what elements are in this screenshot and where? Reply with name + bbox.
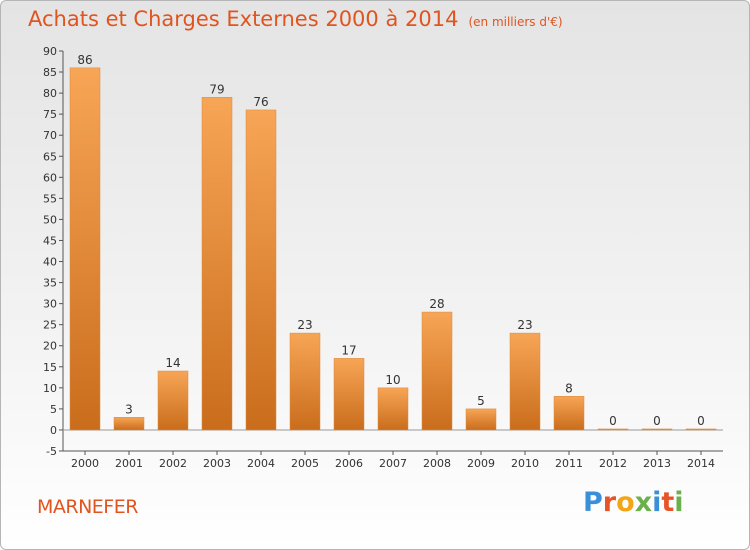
x-tick-label-2003: 2003 bbox=[203, 457, 231, 470]
y-tick-label: 0 bbox=[50, 424, 57, 437]
y-tick-label: 30 bbox=[43, 298, 57, 311]
bar-2011 bbox=[553, 396, 585, 431]
logo-letter: r bbox=[602, 487, 617, 518]
x-tick-label-2010: 2010 bbox=[511, 457, 539, 470]
bar-2007 bbox=[377, 387, 409, 431]
y-tick-label: 45 bbox=[43, 234, 57, 247]
y-tick-label: 60 bbox=[43, 171, 57, 184]
chart-unit-note: (en milliers d'€) bbox=[468, 15, 563, 29]
value-label-2014: 0 bbox=[697, 414, 705, 428]
logo-letter: P bbox=[583, 487, 603, 518]
x-tick-label-2000: 2000 bbox=[71, 457, 99, 470]
y-tick-label: 20 bbox=[43, 340, 57, 353]
x-tick-label-2007: 2007 bbox=[379, 457, 407, 470]
x-tick-label-2013: 2013 bbox=[643, 457, 671, 470]
bar-2000 bbox=[69, 67, 101, 431]
logo-letter: i bbox=[652, 487, 662, 518]
value-label-2010: 23 bbox=[517, 318, 532, 332]
bar-2010 bbox=[509, 332, 541, 431]
logo-letter: o bbox=[616, 487, 635, 518]
proxiti-logo: Proxiti bbox=[583, 487, 684, 518]
y-tick-label: 5 bbox=[50, 403, 57, 416]
y-tick-label: 40 bbox=[43, 256, 57, 269]
value-label-2003: 79 bbox=[209, 82, 224, 96]
bar-2005 bbox=[289, 332, 321, 431]
y-tick-label: 65 bbox=[43, 150, 57, 163]
bar-2009 bbox=[465, 408, 497, 431]
value-label-2002: 14 bbox=[165, 356, 180, 370]
y-tick-label: 10 bbox=[43, 382, 57, 395]
value-label-2006: 17 bbox=[341, 343, 356, 357]
y-tick-label: 35 bbox=[43, 277, 57, 290]
value-label-2000: 86 bbox=[77, 53, 92, 67]
value-label-2005: 23 bbox=[297, 318, 312, 332]
chart-title-text: Achats et Charges Externes 2000 à 2014 bbox=[28, 7, 459, 31]
bar-2008 bbox=[421, 311, 453, 431]
value-label-2004: 76 bbox=[253, 95, 268, 109]
x-tick-label-2009: 2009 bbox=[467, 457, 495, 470]
value-label-2008: 28 bbox=[429, 297, 444, 311]
value-label-2011: 8 bbox=[565, 381, 573, 395]
y-tick-label: 75 bbox=[43, 108, 57, 121]
x-tick-label-2008: 2008 bbox=[423, 457, 451, 470]
logo-letter: i bbox=[674, 487, 684, 518]
value-label-2012: 0 bbox=[609, 414, 617, 428]
logo-letter: t bbox=[661, 487, 675, 518]
y-tick-label: 25 bbox=[43, 319, 57, 332]
y-tick-label: 90 bbox=[43, 45, 57, 58]
y-tick-label: 85 bbox=[43, 66, 57, 79]
x-tick-label-2005: 2005 bbox=[291, 457, 319, 470]
bar-2004 bbox=[245, 109, 277, 431]
bar-2014 bbox=[685, 428, 717, 431]
bar-2012 bbox=[597, 428, 629, 431]
place-name: MARNEFER bbox=[37, 496, 138, 518]
x-tick-label-2006: 2006 bbox=[335, 457, 363, 470]
y-tick-label: 55 bbox=[43, 192, 57, 205]
logo-letter: x bbox=[634, 487, 653, 518]
x-tick-label-2011: 2011 bbox=[555, 457, 583, 470]
value-label-2007: 10 bbox=[385, 373, 400, 387]
x-tick-label-2002: 2002 bbox=[159, 457, 187, 470]
y-tick-label: -5 bbox=[46, 445, 57, 458]
bar-2002 bbox=[157, 370, 189, 431]
x-tick-label-2004: 2004 bbox=[247, 457, 275, 470]
chart-title: Achats et Charges Externes 2000 à 2014 (e… bbox=[28, 7, 563, 31]
value-label-2001: 3 bbox=[125, 402, 133, 416]
y-tick-label: 80 bbox=[43, 87, 57, 100]
value-label-2009: 5 bbox=[477, 394, 485, 408]
x-tick-label-2014: 2014 bbox=[687, 457, 715, 470]
y-tick-label: 70 bbox=[43, 129, 57, 142]
value-label-2013: 0 bbox=[653, 414, 661, 428]
y-tick-label: 50 bbox=[43, 213, 57, 226]
bar-2001 bbox=[113, 417, 145, 431]
y-tick-label: 15 bbox=[43, 361, 57, 374]
bar-2003 bbox=[201, 97, 233, 431]
bar-2013 bbox=[641, 428, 673, 431]
x-tick-label-2001: 2001 bbox=[115, 457, 143, 470]
bar-2006 bbox=[333, 358, 365, 431]
x-tick-label-2012: 2012 bbox=[599, 457, 627, 470]
